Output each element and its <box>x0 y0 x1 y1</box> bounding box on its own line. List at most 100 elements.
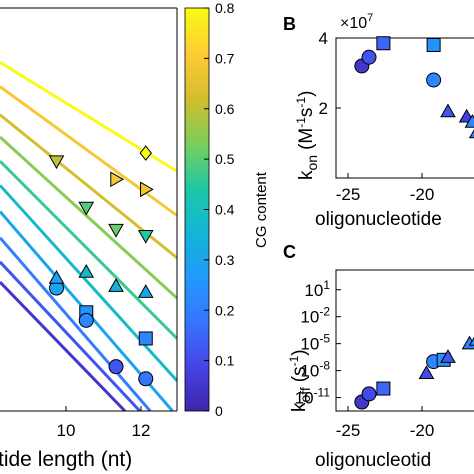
panel-b-ylabel-k: k <box>296 170 317 180</box>
panel-c-ytick-base: 10 <box>300 308 319 327</box>
fit-line <box>0 184 177 382</box>
panel-a-xtick-label: 10 <box>57 421 76 440</box>
data-point-triangle-down <box>78 201 95 216</box>
data-point-triangle-right <box>110 171 125 188</box>
panel-c-ytick-exponent: -2 <box>319 305 330 319</box>
panel-b-ylabel-sup2: -1 <box>294 97 308 108</box>
panel-c-ytick-label: 10-5 <box>300 332 330 354</box>
data-point-triangle <box>137 284 154 298</box>
panel-a-xtick-label: 12 <box>132 421 151 440</box>
panel-b-ytick-label: 2 <box>319 99 328 118</box>
panel-b-ylabel-sub: on <box>304 155 320 171</box>
panel-c-ytick-base: 10 <box>295 389 314 408</box>
data-point-triangle <box>78 263 95 278</box>
data-point-triangle-down <box>137 229 154 244</box>
panel-c-ytick-base: 10 <box>300 335 319 354</box>
panel-b-x-axis-label: oligonucleotide <box>315 209 442 230</box>
panel-b: B ×107 2 4 -25 -20 oligonucleotide kon (M… <box>283 12 474 230</box>
panel-c-axes-box <box>335 269 474 412</box>
panel-c-ylabel-unit: (s <box>289 366 310 382</box>
data-point-triangle <box>418 365 435 380</box>
data-point-triangle <box>440 103 456 118</box>
panel-c-xtick-label: -20 <box>410 421 435 440</box>
panel-b-ylabel-sup: -1 <box>294 117 308 128</box>
panel-c-ytick-label: 101 <box>304 278 330 300</box>
panel-c-x-axis-label: oligonucleotid <box>315 450 431 471</box>
panel-c-ytick-base: 10 <box>300 362 319 381</box>
panel-c-ytick-exponent: -5 <box>319 332 330 346</box>
data-point-triangle <box>48 270 65 284</box>
colorbar-tick-label: 0.4 <box>215 202 235 218</box>
panel-c-ylabel-sub: off <box>297 387 313 402</box>
panel-c-ytick-base: 10 <box>304 281 323 300</box>
panel-b-ytick-label: 4 <box>319 29 328 48</box>
panel-c-ytick-exponent: -11 <box>314 386 331 400</box>
data-point-circle <box>361 49 377 65</box>
fit-line <box>0 280 127 411</box>
panel-b-exponent-base: ×10 <box>340 15 367 32</box>
colorbar: 0 0.1 0.2 0.3 0.4 0.5 0.6 0.7 0.8 CG content <box>184 0 270 419</box>
fit-line <box>0 160 177 340</box>
colorbar-tick-label: 0.8 <box>215 0 235 16</box>
panel-c-letter: C <box>283 242 296 262</box>
colorbar-tick-label: 0.5 <box>215 151 235 167</box>
panel-a-fit-lines <box>0 61 177 411</box>
data-point-triangle <box>108 278 124 292</box>
colorbar-tick-label: 0.6 <box>215 101 235 117</box>
colorbar-label: CG content <box>253 171 270 248</box>
colorbar-tick-label: 0.3 <box>215 252 235 268</box>
colorbar-ticks: 0 0.1 0.2 0.3 0.4 0.5 0.6 0.7 0.8 <box>204 0 235 419</box>
panel-c-ylabel-k: k <box>289 402 310 412</box>
panel-c-ylabel-sup: -1 <box>287 355 301 366</box>
panel-b-xtick-label: -25 <box>336 185 361 204</box>
data-point-diamond <box>139 145 153 161</box>
fit-line <box>0 260 141 411</box>
data-point-triangle <box>440 349 456 363</box>
panel-b-xtick-label: -20 <box>410 185 435 204</box>
data-point-circle <box>108 359 124 375</box>
panel-c-data-points <box>354 335 474 410</box>
data-point-square <box>138 331 153 346</box>
data-point-circle <box>361 386 377 402</box>
colorbar-tick-label: 0 <box>215 403 223 419</box>
data-point-square <box>376 381 391 396</box>
data-point-triangle-down <box>108 223 124 238</box>
panel-b-y-axis-label: kon(M-1s-1) <box>294 91 320 180</box>
fit-line <box>0 236 152 411</box>
panel-b-exponent-label: ×107 <box>340 12 373 32</box>
data-point-square <box>376 36 391 51</box>
fit-line <box>0 135 177 300</box>
panel-c-ytick-label: 10-11 <box>295 386 331 408</box>
panel-b-axes-box <box>335 37 474 179</box>
panel-c-ytick-exponent: 1 <box>323 278 330 292</box>
data-point-triangle-right <box>140 181 154 198</box>
data-point-triangle <box>464 113 474 128</box>
panel-c-ytick-exponent: -8 <box>319 359 330 373</box>
colorbar-tick-label: 0.1 <box>215 353 235 369</box>
panel-b-exponent-power: 7 <box>367 12 373 24</box>
panel-c-xtick-label: -25 <box>336 421 361 440</box>
data-point-square <box>426 38 441 52</box>
data-point-circle <box>78 312 94 328</box>
data-point-circle <box>138 371 154 387</box>
panel-a-data-points <box>48 145 154 387</box>
data-point-triangle <box>468 336 474 346</box>
data-point-triangle <box>468 129 474 139</box>
panel-c-ytick-label: 10-8 <box>300 359 330 381</box>
colorbar-tick-label: 0.7 <box>215 50 235 66</box>
panel-b-letter: B <box>283 14 296 34</box>
panel-b-ylabel-unit: (M <box>296 128 317 150</box>
panel-c-ylabel-close: ) <box>289 349 310 355</box>
panel-b-ylabel-unit-mid: s <box>296 108 317 118</box>
colorbar-tick-label: 0.2 <box>215 302 235 318</box>
fit-line <box>0 85 177 217</box>
panel-a: 10 12 tide length (nt) <box>0 7 178 471</box>
data-point-triangle-down <box>48 155 65 170</box>
panel-b-ylabel-close: ) <box>296 91 317 97</box>
panel-b-data-points <box>354 36 474 139</box>
panel-c-ytick-label: 10-2 <box>300 305 330 327</box>
panel-a-x-axis-label: tide length (nt) <box>0 448 132 471</box>
